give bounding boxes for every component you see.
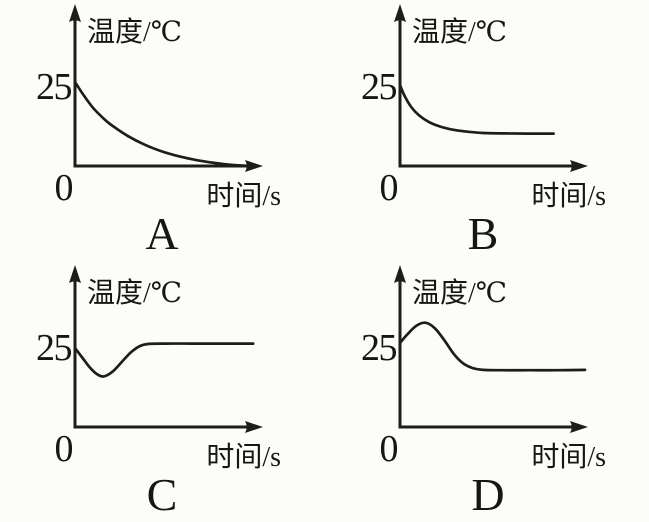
axes-lines: [73, 14, 253, 168]
option-letter-A: A: [145, 208, 178, 259]
x-axis-label: 时间/s: [531, 180, 606, 212]
y-tick-25: 25: [36, 66, 72, 108]
temperature-curve: [73, 80, 252, 168]
option-letter-B: B: [468, 208, 499, 259]
axes-lines: [398, 275, 578, 429]
x-axis-arrow-icon: [570, 421, 588, 433]
y-axis-label: 温度/℃: [412, 277, 507, 309]
axes-lines: [73, 275, 253, 429]
temperature-curve: [398, 83, 555, 135]
y-axis-arrow-icon: [394, 4, 406, 22]
chart-panel-C: 温度/℃ 25 0 时间/s C: [0, 261, 325, 522]
y-axis-arrow-icon: [69, 265, 81, 283]
y-tick-25: 25: [361, 66, 397, 108]
origin-label: 0: [380, 428, 398, 470]
origin-label: 0: [380, 167, 398, 209]
chart-A: 温度/℃ 25 0 时间/s A: [36, 4, 281, 259]
x-axis-arrow-icon: [245, 160, 263, 172]
origin-label: 0: [55, 167, 73, 209]
chart-panel-B: 温度/℃ 25 0 时间/s B: [325, 0, 649, 261]
axes-lines: [398, 14, 578, 168]
x-axis-arrow-icon: [245, 421, 263, 433]
temperature-curve: [73, 342, 255, 378]
origin-label: 0: [55, 428, 73, 470]
option-letter-D: D: [471, 469, 504, 520]
x-axis-arrow-icon: [570, 160, 588, 172]
y-tick-25: 25: [361, 327, 397, 369]
y-axis-label: 温度/℃: [87, 16, 182, 48]
chart-panel-A: 温度/℃ 25 0 时间/s A: [0, 0, 325, 261]
x-axis-label: 时间/s: [531, 441, 606, 473]
option-letter-C: C: [147, 469, 178, 520]
y-tick-25: 25: [36, 327, 72, 369]
y-axis-label: 温度/℃: [87, 277, 182, 309]
chart-C: 温度/℃ 25 0 时间/s C: [36, 265, 281, 520]
y-axis-label: 温度/℃: [412, 16, 507, 48]
x-axis-label: 时间/s: [206, 180, 281, 212]
chart-panel-D: 温度/℃ 25 0 时间/s D: [325, 261, 649, 522]
y-axis-arrow-icon: [394, 265, 406, 283]
chart-B: 温度/℃ 25 0 时间/s B: [361, 4, 606, 259]
chart-D: 温度/℃ 25 0 时间/s D: [361, 265, 606, 520]
temperature-curve: [398, 321, 587, 372]
y-axis-arrow-icon: [69, 4, 81, 22]
x-axis-label: 时间/s: [206, 441, 281, 473]
